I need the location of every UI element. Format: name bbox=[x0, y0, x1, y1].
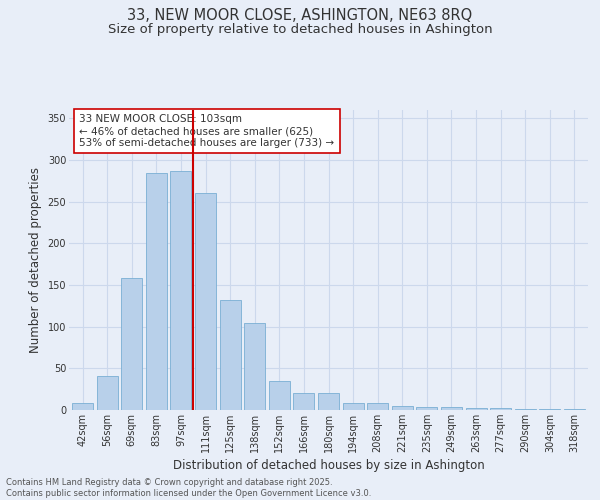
Bar bbox=[220, 300, 241, 410]
Bar bbox=[564, 409, 585, 410]
Bar bbox=[121, 278, 142, 410]
Bar bbox=[466, 408, 487, 410]
Bar bbox=[441, 406, 462, 410]
Bar bbox=[515, 409, 536, 410]
Text: 33, NEW MOOR CLOSE, ASHINGTON, NE63 8RQ: 33, NEW MOOR CLOSE, ASHINGTON, NE63 8RQ bbox=[127, 8, 473, 22]
Text: Contains HM Land Registry data © Crown copyright and database right 2025.
Contai: Contains HM Land Registry data © Crown c… bbox=[6, 478, 371, 498]
Bar bbox=[72, 402, 93, 410]
Bar bbox=[244, 324, 265, 410]
Text: Distribution of detached houses by size in Ashington: Distribution of detached houses by size … bbox=[173, 460, 485, 472]
Bar bbox=[490, 408, 511, 410]
Bar bbox=[269, 381, 290, 410]
Bar bbox=[97, 376, 118, 410]
Text: 33 NEW MOOR CLOSE: 103sqm
← 46% of detached houses are smaller (625)
53% of semi: 33 NEW MOOR CLOSE: 103sqm ← 46% of detac… bbox=[79, 114, 335, 148]
Bar bbox=[195, 194, 216, 410]
Text: Size of property relative to detached houses in Ashington: Size of property relative to detached ho… bbox=[107, 22, 493, 36]
Bar bbox=[293, 392, 314, 410]
Bar bbox=[367, 404, 388, 410]
Bar bbox=[392, 406, 413, 410]
Bar bbox=[416, 406, 437, 410]
Bar bbox=[318, 392, 339, 410]
Y-axis label: Number of detached properties: Number of detached properties bbox=[29, 167, 42, 353]
Bar bbox=[146, 172, 167, 410]
Bar bbox=[539, 409, 560, 410]
Bar bbox=[343, 404, 364, 410]
Bar bbox=[170, 171, 191, 410]
